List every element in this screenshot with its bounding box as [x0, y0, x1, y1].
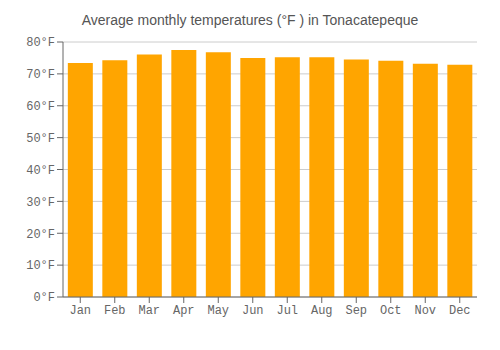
html-text:Average monthly temperatures (: Average monthly temperatures (°F ) in To…	[81, 12, 419, 28]
svg-text:0°F: 0°F	[33, 291, 55, 305]
svg-text:60°F: 60°F	[26, 100, 55, 114]
svg-text:40°F: 40°F	[26, 164, 55, 178]
svg-text:20°F: 20°F	[26, 228, 55, 242]
svg-text:Jan: Jan	[69, 304, 91, 318]
svg-text:Mar: Mar	[138, 304, 160, 318]
svg-text:Sep: Sep	[345, 304, 367, 318]
svg-text:70°F: 70°F	[26, 68, 55, 82]
svg-text:Jul: Jul	[276, 304, 298, 318]
svg-text:50°F: 50°F	[26, 132, 55, 146]
svg-text:80°F: 80°F	[26, 36, 55, 50]
svg-text:Nov: Nov	[414, 304, 436, 318]
svg-text:Feb: Feb	[104, 304, 126, 318]
svg-text:10°F: 10°F	[26, 259, 55, 273]
svg-text:May: May	[207, 304, 229, 318]
svg-text:30°F: 30°F	[26, 196, 55, 210]
svg-text:Oct: Oct	[380, 304, 402, 318]
svg-text:Apr: Apr	[173, 304, 195, 318]
svg-text:Dec: Dec	[449, 304, 471, 318]
svg-text:Jun: Jun	[242, 304, 264, 318]
svg-text:Aug: Aug	[311, 304, 333, 318]
